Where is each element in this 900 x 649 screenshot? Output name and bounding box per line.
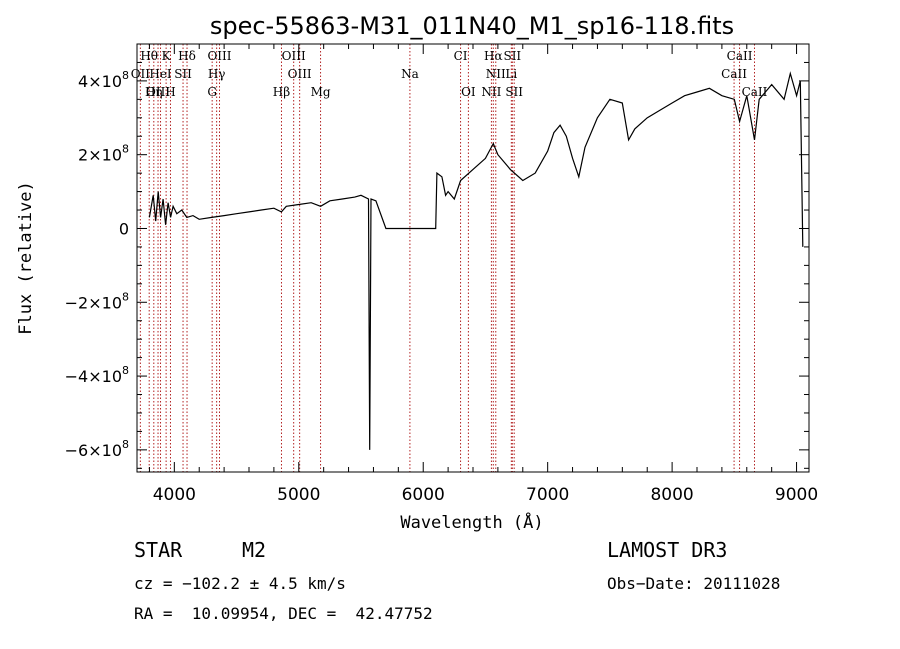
line-label: CaII bbox=[721, 67, 747, 81]
x-axis-label: Wavelength (Å) bbox=[400, 511, 543, 533]
line-label: OIII bbox=[282, 49, 306, 63]
y-tick-label: −4×108 bbox=[65, 364, 129, 386]
chart-title: spec-55863-M31_011N40_M1_sp16-118.fits bbox=[210, 12, 734, 40]
object-subclass: M2 bbox=[242, 538, 267, 562]
line-label: Hγ bbox=[208, 67, 226, 81]
x-tick-label: 5000 bbox=[277, 485, 320, 505]
y-tick-exponent: 8 bbox=[122, 438, 129, 451]
line-label: H bbox=[165, 85, 175, 99]
plot-frame bbox=[136, 43, 810, 473]
line-label: K bbox=[162, 49, 172, 63]
line-label: HeI bbox=[149, 67, 172, 81]
y-tick-mantissa: −2×10 bbox=[65, 293, 122, 312]
line-label: G bbox=[207, 85, 217, 99]
line-label: Li bbox=[505, 67, 517, 81]
redshift-velocity: cz = −102.2 ± 4.5 km/s bbox=[134, 574, 346, 593]
y-axis-label: Flux (relative) bbox=[16, 181, 36, 335]
y-tick-exponent: 8 bbox=[122, 364, 129, 377]
line-label: CI bbox=[454, 49, 468, 63]
line-label: OIII bbox=[207, 49, 231, 63]
line-label: CaII bbox=[727, 49, 753, 63]
line-label: OI bbox=[461, 85, 476, 99]
observation-date: Obs−Date: 20111028 bbox=[607, 574, 781, 593]
line-label: OIII bbox=[146, 85, 170, 99]
line-label: CaII bbox=[742, 85, 768, 99]
spectrum-line bbox=[148, 71, 804, 450]
line-label: SII bbox=[503, 49, 521, 63]
line-label: Mg bbox=[311, 85, 331, 99]
x-tick-label: 6000 bbox=[402, 485, 445, 505]
y-tick-label: 4×108 bbox=[78, 69, 129, 91]
y-tick-exponent: 8 bbox=[122, 143, 129, 156]
x-tick-label: 7000 bbox=[526, 485, 569, 505]
x-tick-label: 9000 bbox=[775, 485, 818, 505]
x-axis-ticks: 4000 5000 6000 7000 8000 9000 bbox=[148, 44, 818, 505]
y-tick-label: −6×108 bbox=[65, 438, 129, 460]
y-tick-exponent: 8 bbox=[122, 290, 129, 303]
line-label: Hθ bbox=[140, 49, 158, 63]
line-label: SII bbox=[505, 85, 523, 99]
line-label: Hβ bbox=[273, 85, 290, 99]
y-tick-label: 2×108 bbox=[78, 143, 129, 165]
survey-name: LAMOST DR3 bbox=[607, 538, 728, 562]
ra-dec-coordinates: RA = 10.09954, DEC = 42.47752 bbox=[134, 604, 433, 623]
y-tick-label: −2×108 bbox=[65, 290, 129, 312]
line-label: OIII bbox=[288, 67, 312, 81]
y-tick-mantissa: 2×10 bbox=[78, 146, 122, 165]
y-tick-label: 0 bbox=[119, 219, 129, 238]
line-label: Hδ bbox=[178, 49, 196, 63]
y-tick-mantissa: −4×10 bbox=[65, 367, 122, 386]
line-label: NII bbox=[486, 67, 506, 81]
x-tick-label: 4000 bbox=[153, 485, 196, 505]
spectral-line-markers bbox=[139, 44, 755, 472]
line-label: Na bbox=[401, 67, 419, 81]
line-label: SII bbox=[174, 67, 192, 81]
line-label: Hη bbox=[145, 85, 163, 99]
object-class: STAR bbox=[134, 538, 183, 562]
y-tick-mantissa: −6×10 bbox=[65, 441, 122, 460]
x-tick-label: 8000 bbox=[650, 485, 693, 505]
line-label: Hα bbox=[484, 49, 503, 63]
y-tick-exponent: 8 bbox=[122, 69, 129, 82]
y-tick-mantissa: 0 bbox=[119, 219, 129, 238]
line-label: NII bbox=[481, 85, 501, 99]
line-label: OII bbox=[131, 67, 151, 81]
y-tick-mantissa: 4×10 bbox=[78, 72, 122, 91]
